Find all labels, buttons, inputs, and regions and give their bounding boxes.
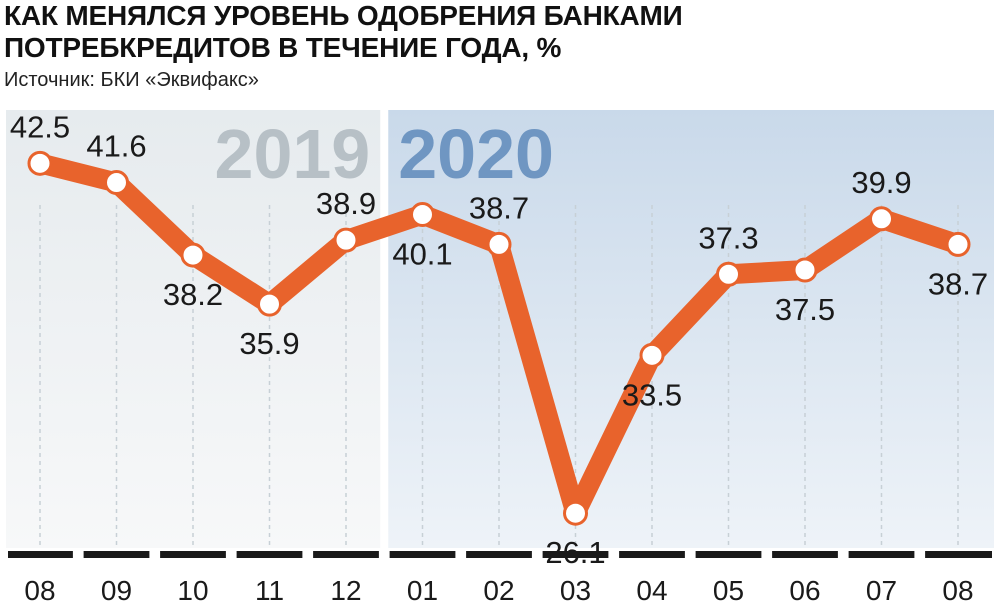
x-tick-label: 04 (636, 575, 667, 605)
data-point (104, 170, 129, 196)
data-point (27, 150, 53, 176)
data-point (333, 227, 359, 253)
data-point (257, 291, 282, 317)
axis-segment (542, 551, 609, 558)
axis-segment (8, 551, 73, 558)
x-tick-label: 03 (560, 575, 591, 605)
axis-segment (160, 551, 226, 558)
year-label-2020: 2020 (398, 115, 554, 193)
x-tick-label: 08 (942, 575, 973, 605)
data-point (639, 342, 665, 368)
x-tick-label: 05 (713, 575, 744, 605)
axis-segment (848, 551, 915, 558)
data-label: 41.6 (86, 129, 146, 164)
x-tick-label: 11 (255, 575, 284, 605)
axis-segment (236, 551, 303, 558)
axis-segment (83, 551, 150, 558)
axis-segment (466, 551, 532, 558)
data-label: 35.9 (239, 326, 299, 361)
chart-source: Источник: БКИ «Эквифакс» (4, 69, 259, 91)
data-label: 37.5 (775, 292, 835, 327)
data-label: 39.9 (851, 165, 911, 200)
data-point (563, 500, 588, 526)
data-label: 40.1 (392, 237, 452, 272)
data-label: 42.5 (10, 109, 70, 144)
year-label-2019: 2019 (215, 115, 371, 193)
x-tick-label: 10 (177, 575, 208, 605)
data-label: 38.7 (928, 266, 988, 301)
chart-title: КАК МЕНЯЛСЯ УРОВЕНЬ ОДОБРЕНИЯ БАНКАМИ ПО… (4, 0, 683, 63)
axis-segment (695, 551, 762, 558)
axis-segment (925, 551, 992, 558)
data-point (486, 231, 512, 257)
axis-segment (389, 551, 456, 558)
period-band-2020 (388, 110, 994, 548)
data-point (716, 261, 741, 287)
data-point (869, 206, 894, 232)
data-label: 38.2 (163, 277, 223, 312)
axis-segment (313, 551, 379, 558)
data-label: 38.7 (469, 190, 529, 225)
data-label: 37.3 (698, 220, 758, 255)
x-tick-label: 07 (866, 575, 897, 605)
data-point (180, 242, 206, 268)
axis-segment (772, 551, 838, 558)
x-tick-label: 09 (101, 575, 132, 605)
data-point (792, 257, 818, 283)
x-tick-label: 08 (24, 575, 55, 605)
x-tick-label: 12 (330, 575, 361, 605)
axis-segment (619, 551, 685, 558)
data-point (410, 202, 435, 228)
data-label: 33.5 (622, 377, 682, 412)
x-tick-label: 06 (789, 575, 820, 605)
data-label: 38.9 (316, 186, 376, 221)
x-tick-label: 02 (483, 575, 514, 605)
x-tick-label: 01 (407, 575, 438, 605)
data-point (945, 231, 971, 257)
